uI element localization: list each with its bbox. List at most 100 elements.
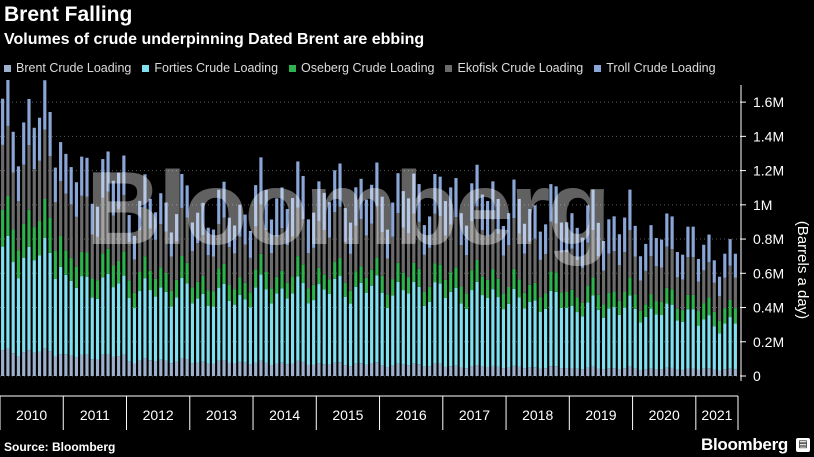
bar-segment [733, 277, 737, 309]
bar-segment [206, 363, 210, 376]
bar-segment [343, 282, 347, 297]
bar-segment [559, 222, 563, 253]
bar-segment [248, 257, 252, 293]
bar-segment [6, 347, 10, 376]
bar-segment [264, 362, 268, 376]
bar-segment [232, 225, 237, 254]
bar-segment [306, 364, 310, 376]
bar-segment [327, 279, 332, 294]
bar-segment [665, 246, 669, 288]
bar-segment [338, 362, 342, 376]
bar-segment [659, 369, 664, 376]
bar-segment [74, 287, 79, 358]
bar-segment [717, 296, 722, 321]
bar-segment [322, 289, 326, 365]
bar-segment [628, 230, 632, 278]
bar-segment [27, 246, 31, 351]
bloomberg-logo: Bloomberg [700, 435, 788, 454]
bar-segment [243, 214, 247, 245]
bar-segment [475, 259, 479, 282]
bar-segment [544, 368, 548, 376]
bar-segment [132, 308, 137, 364]
bar-segment [596, 368, 600, 376]
bar-segment [522, 223, 527, 254]
bar-segment [449, 272, 453, 292]
bar-segment [681, 321, 685, 370]
bar-segment [686, 294, 690, 310]
bar-segment [211, 306, 216, 364]
bar-segment [327, 364, 332, 376]
bar-segment [486, 366, 490, 376]
bar-segment [322, 230, 326, 275]
bar-segment [259, 253, 263, 275]
bar-segment [122, 251, 126, 276]
bar-segment [201, 202, 205, 235]
bar-segment [201, 293, 205, 362]
bar-segment [691, 226, 695, 258]
bar-segment [633, 294, 637, 309]
bar-segment [190, 303, 194, 364]
bar-segment [412, 281, 416, 364]
bar-segment [580, 316, 585, 370]
bar-segment [354, 187, 358, 226]
bar-segment [438, 176, 442, 216]
bar-segment [580, 267, 585, 303]
bar-segment [396, 363, 400, 376]
bar-segment [491, 365, 495, 376]
bar-segment [596, 294, 600, 310]
bar-segment [259, 360, 263, 376]
bar-segment [623, 368, 627, 376]
x-tick-label: 2019 [585, 407, 616, 423]
x-tick-label: 2021 [701, 407, 732, 423]
bar-segment [348, 290, 353, 304]
bar-segment [348, 253, 353, 291]
bar-segment [686, 368, 690, 376]
bar-segment [470, 290, 474, 367]
bar-segment [628, 366, 632, 376]
bar-segment [491, 289, 495, 366]
bar-segment [333, 278, 337, 363]
x-tick-label: 2020 [649, 407, 680, 423]
bar-segment [16, 201, 21, 251]
bar-segment [459, 367, 463, 376]
bar-segment [565, 368, 569, 376]
bar-segment [148, 270, 152, 291]
bar-segment [259, 157, 263, 205]
bar-segment [438, 215, 442, 265]
bar-segment [180, 255, 184, 278]
bar-segment [306, 288, 310, 304]
x-tick-label: 2012 [143, 407, 174, 423]
bar-segment [681, 310, 685, 322]
bar-segment [696, 325, 701, 370]
bar-segment [496, 366, 500, 376]
bar-segment [95, 206, 100, 237]
bar-segment [649, 255, 653, 295]
bar-segment [111, 180, 115, 216]
bar-segment [175, 297, 179, 362]
bar-segment [507, 286, 511, 304]
bar-segment [222, 263, 226, 284]
bar-segment [359, 363, 363, 376]
bar-segment [37, 117, 42, 161]
bar-segment [565, 307, 569, 369]
bar-segment [296, 276, 300, 361]
bar-segment [333, 170, 337, 213]
bar-segment [338, 206, 342, 258]
bar-segment [380, 365, 384, 376]
bar-segment [6, 80, 10, 126]
bar-segment [217, 287, 221, 361]
bar-segment [691, 309, 695, 369]
bar-segment [406, 365, 411, 376]
bar-segment [64, 354, 68, 376]
bar-segment [522, 368, 527, 376]
bar-segment [159, 193, 163, 225]
bar-segment [222, 359, 226, 376]
bar-segment [196, 212, 200, 243]
bar-segment [675, 308, 679, 321]
bar-segment [16, 250, 21, 279]
bar-segment [111, 356, 115, 376]
bar-segment [16, 166, 21, 202]
bar-segment [549, 221, 553, 272]
bar-segment [285, 298, 289, 365]
bar-segment [464, 225, 469, 256]
